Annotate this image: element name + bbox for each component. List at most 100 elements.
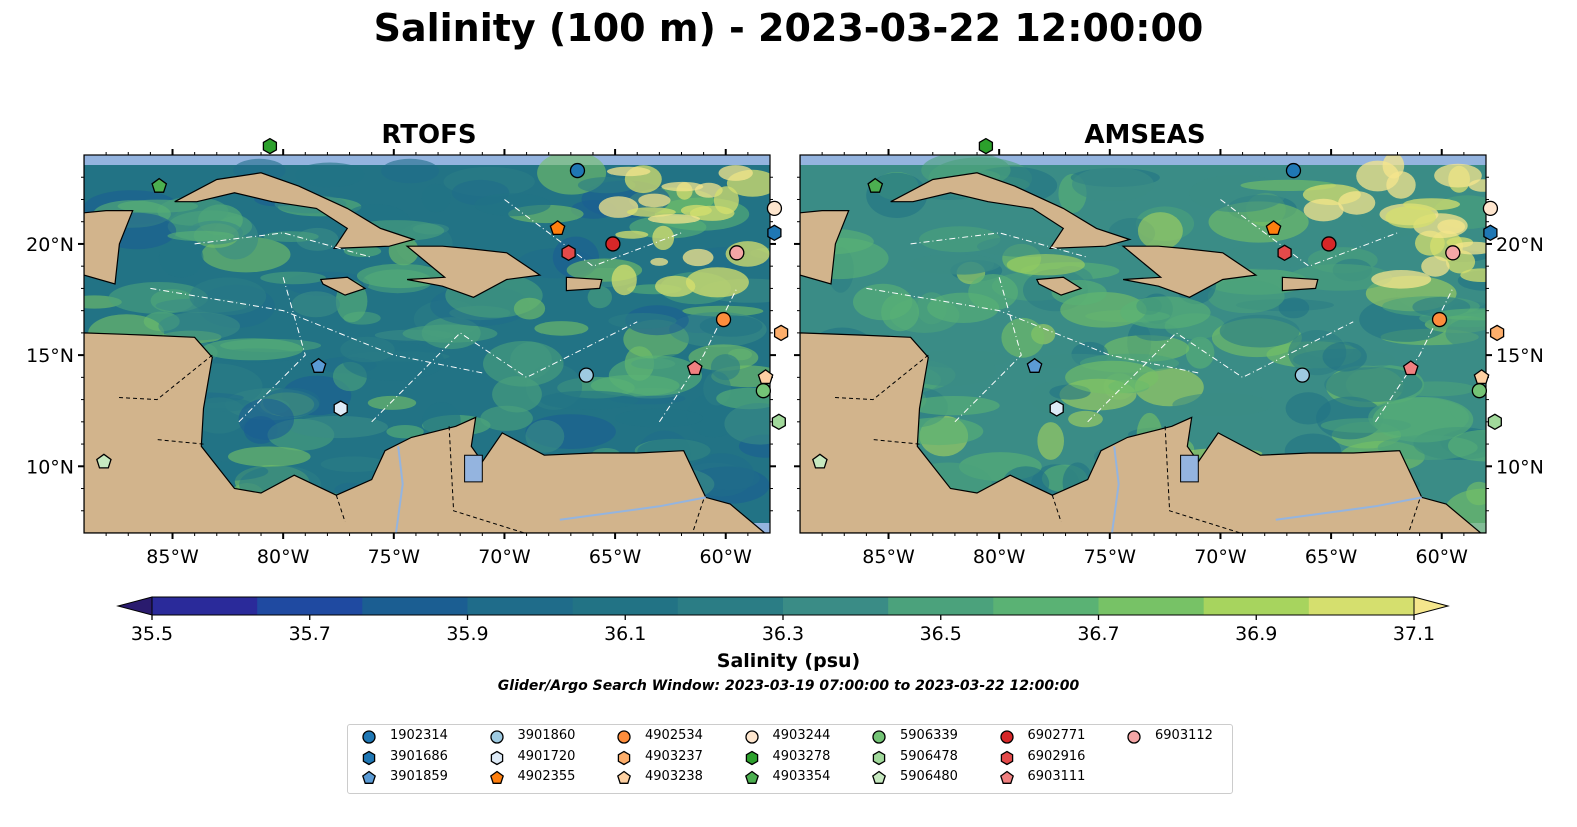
- legend-marker: [745, 750, 758, 765]
- salinity-patch: [474, 193, 551, 217]
- salinity-patch: [1303, 198, 1344, 222]
- land-mass-4: [1035, 276, 1083, 296]
- salinity-patch: [513, 297, 546, 320]
- salinity-patch: [1207, 279, 1285, 314]
- legend-label: 4902355: [517, 769, 576, 784]
- colorbar-segment: [783, 597, 889, 615]
- salinity-patch: [724, 403, 770, 445]
- x-tick-label: 65°W: [589, 546, 642, 568]
- float-marker-6903111: [686, 360, 703, 376]
- colorbar-segment: [152, 597, 258, 615]
- x-tick-label: 65°W: [1305, 546, 1358, 568]
- eez-boundary: [910, 232, 1088, 258]
- y-tick-label: 20°N: [26, 234, 74, 256]
- salinity-patch: [910, 349, 1010, 369]
- legend-label: 3901859: [390, 769, 448, 784]
- salinity-patch: [853, 283, 913, 321]
- legend-marker-hexagon-icon: [872, 750, 886, 765]
- land-mass-0: [84, 155, 134, 285]
- salinity-patch: [661, 181, 704, 192]
- colorbar-tick-label: 36.9: [1235, 623, 1277, 645]
- colorbar-segment: [1308, 597, 1415, 615]
- eez-boundary: [658, 288, 738, 423]
- salinity-patch: [710, 354, 741, 381]
- float-marker-6902916: [1277, 244, 1292, 262]
- land-mass-2: [890, 172, 1132, 250]
- colorbar-segment: [467, 597, 574, 615]
- float-marker-4903278: [262, 137, 278, 155]
- x-tick-label: 85°W: [146, 546, 199, 568]
- colorbar: 35.5 35.7 35.9 36.1 36.3 36.5 36.7 36.9 37.1: [116, 596, 1450, 645]
- legend-marker: [999, 770, 1014, 784]
- legend-marker-pentagon-icon: [617, 770, 631, 784]
- salinity-patch: [577, 177, 636, 194]
- float-marker-1902314: [1285, 162, 1302, 179]
- country-border: [448, 426, 527, 533]
- country-border: [1408, 499, 1421, 533]
- salinity-patch: [1434, 308, 1486, 321]
- float-marker-6903111: [1402, 360, 1419, 376]
- legend-marker-pentagon-icon: [489, 770, 504, 784]
- search-window-text: Glider/Argo Search Window: 2023-03-19 07…: [497, 678, 1080, 694]
- x-tick-label: 70°W: [478, 546, 531, 568]
- map-frame: [799, 154, 1487, 534]
- salinity-patch: [1448, 429, 1486, 462]
- colorbar-segment: [1098, 597, 1205, 615]
- float-marker-6903112: [729, 245, 745, 261]
- salinity-patch: [647, 214, 701, 224]
- legend-marker-pentagon-icon: [872, 770, 886, 784]
- lake-maracaibo: [464, 454, 483, 483]
- float-marker-1902314: [569, 162, 586, 179]
- colorbar-tick-label: 36.7: [1077, 623, 1119, 645]
- legend-label: 6902916: [1027, 748, 1086, 764]
- float-marker-3901686: [767, 224, 782, 242]
- salinity-patch: [344, 245, 382, 257]
- salinity-patch: [158, 312, 240, 341]
- land-mass-1: [800, 332, 1486, 533]
- legend-label: 5906480: [900, 769, 958, 784]
- salinity-patch: [1324, 367, 1423, 402]
- legend-marker-hexagon-icon: [1000, 750, 1013, 765]
- salinity-patch: [1460, 268, 1486, 282]
- land-mass-3: [405, 245, 542, 298]
- salinity-patch: [492, 376, 542, 413]
- float-marker-4901720: [333, 400, 348, 417]
- legend-marker-circle-icon: [872, 730, 886, 744]
- salinity-patch: [638, 193, 671, 208]
- float-marker-4902355: [1265, 220, 1282, 236]
- map-panel-amseas: [800, 155, 1486, 533]
- salinity-patch: [1372, 397, 1474, 443]
- salinity-patch: [540, 390, 639, 410]
- legend-marker: [362, 770, 376, 784]
- x-tick-label: 60°W: [700, 546, 753, 568]
- float-marker-6902771: [1321, 236, 1337, 252]
- colorbar-segment: [888, 597, 994, 615]
- legend-marker: [744, 730, 759, 744]
- salinity-patch: [1322, 341, 1367, 372]
- legend-marker: [489, 730, 504, 744]
- salinity-patch: [608, 355, 703, 396]
- salinity-patch: [227, 446, 311, 467]
- legend-label: 4903278: [772, 748, 831, 764]
- float-marker-5906478: [1487, 413, 1502, 431]
- y-tick-label: 10°N: [26, 456, 74, 478]
- country-border: [872, 439, 920, 445]
- colorbar-segment: [993, 597, 1100, 615]
- salinity-patch: [927, 292, 1000, 323]
- land-mass-5: [1281, 276, 1319, 292]
- legend-marker-circle-icon: [1127, 730, 1141, 744]
- salinity-patch: [680, 204, 712, 217]
- legend-label: 4903244: [772, 728, 831, 743]
- legend-marker: [872, 750, 886, 765]
- legend-marker: [872, 730, 886, 744]
- river: [1111, 446, 1120, 533]
- country-border: [692, 499, 705, 533]
- salinity-patch: [295, 162, 365, 188]
- legend-marker: [1127, 730, 1141, 744]
- float-marker-5906480: [96, 453, 112, 469]
- legend-marker-hexagon-icon: [362, 750, 376, 765]
- salinity-patch: [1072, 167, 1154, 202]
- land-mass-3: [1121, 245, 1258, 298]
- legend-label: 6903112: [1155, 728, 1213, 743]
